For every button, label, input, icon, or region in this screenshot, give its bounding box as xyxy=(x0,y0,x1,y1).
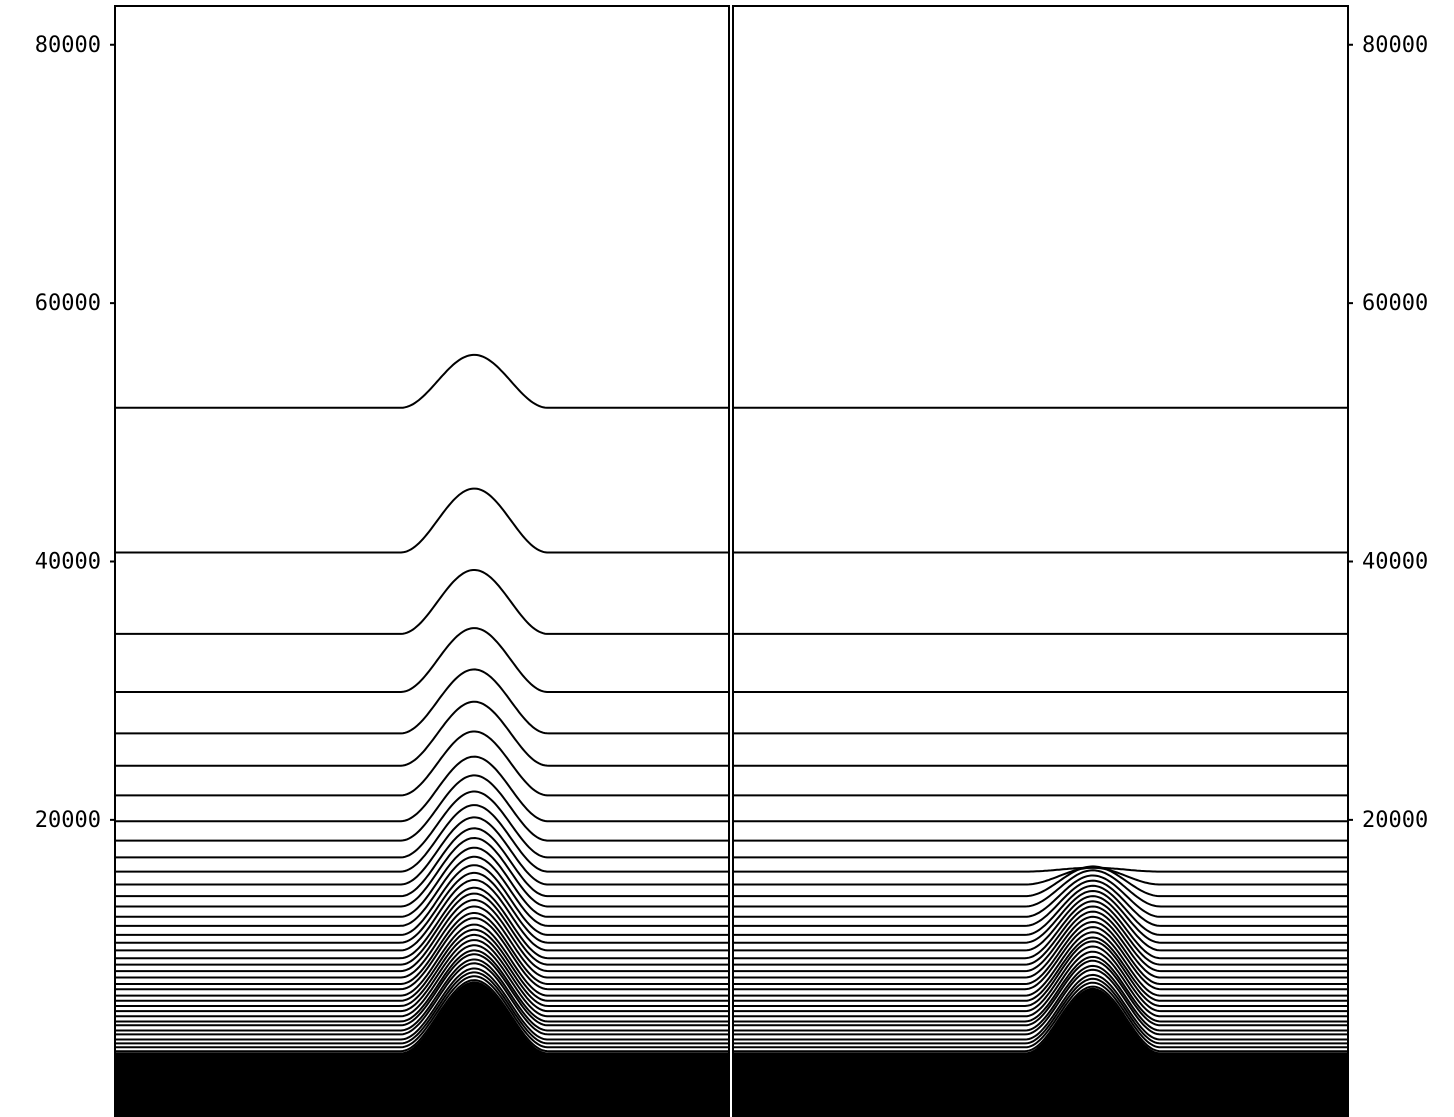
contour-line xyxy=(733,977,1347,1045)
contour-line xyxy=(115,975,729,1049)
contour-line xyxy=(115,944,729,1018)
contour-line xyxy=(733,945,1347,1013)
contour-line xyxy=(733,959,1347,1027)
contour-line xyxy=(733,1004,1347,1072)
contour-line xyxy=(733,889,1347,944)
contour-line xyxy=(733,981,1347,1049)
y-tick-label: 60000 xyxy=(35,291,101,316)
contour-line xyxy=(115,953,729,1027)
contour-line xyxy=(115,827,729,898)
contour-line xyxy=(115,983,729,1056)
contour-line xyxy=(115,990,729,1064)
contour-line xyxy=(115,668,729,735)
contour-line xyxy=(733,905,1347,966)
contour-line xyxy=(733,936,1347,1002)
right-y-axis: 20000 40000 60000 80000 xyxy=(1348,33,1428,833)
y-tick-label: 40000 xyxy=(35,550,101,575)
contour-line xyxy=(115,755,729,823)
contour-line xyxy=(115,958,729,1032)
contour-line xyxy=(733,866,1347,886)
contour-line xyxy=(115,905,729,979)
contour-line xyxy=(115,790,729,859)
y-tick-label: 20000 xyxy=(35,808,101,833)
contour-line xyxy=(115,871,729,944)
right-plot-area xyxy=(733,406,1348,1117)
y-tick-label: 60000 xyxy=(1362,291,1428,316)
contour-line xyxy=(733,968,1347,1036)
left-plot-area xyxy=(115,353,729,1117)
contour-line xyxy=(115,569,729,635)
contour-line xyxy=(115,879,729,952)
contour-line xyxy=(115,804,729,873)
left-panel: 20000 40000 60000 80000 xyxy=(35,5,730,1117)
contour-line xyxy=(733,964,1347,1032)
contour-line xyxy=(115,962,729,1036)
contour-line xyxy=(733,910,1347,973)
contour-line xyxy=(733,950,1347,1018)
left-y-axis: 20000 40000 60000 80000 xyxy=(35,33,115,833)
contour-line xyxy=(733,915,1347,979)
contour-line xyxy=(733,993,1347,1060)
contour-line xyxy=(733,955,1347,1023)
contour-line xyxy=(733,926,1347,991)
contour-line xyxy=(733,931,1347,997)
y-tick-label: 80000 xyxy=(35,33,101,58)
contour-line xyxy=(115,933,729,1007)
contour-line xyxy=(115,864,729,936)
contour-line xyxy=(115,917,729,991)
contour-line xyxy=(115,487,729,554)
contour-line xyxy=(733,1001,1347,1068)
contour-line xyxy=(115,774,729,842)
contour-line xyxy=(733,989,1347,1056)
y-tick-label: 80000 xyxy=(1362,33,1428,58)
contour-line xyxy=(115,923,729,997)
right-panel-frame xyxy=(732,5,1349,1117)
contour-line xyxy=(115,979,729,1053)
left-panel-frame xyxy=(114,5,730,1117)
contour-line xyxy=(733,985,1347,1053)
contour-line xyxy=(115,986,729,1060)
contour-line xyxy=(115,971,729,1045)
contour-line xyxy=(115,912,729,985)
contour-line xyxy=(115,898,729,973)
contour-line xyxy=(115,994,729,1068)
contour-line xyxy=(115,836,729,908)
terrain-base-fill xyxy=(733,987,1348,1117)
contour-line xyxy=(733,973,1347,1041)
contour-line xyxy=(115,846,729,918)
contour-line xyxy=(733,920,1347,985)
contour-line xyxy=(733,866,1347,873)
y-tick-label: 20000 xyxy=(1362,808,1428,833)
contour-line xyxy=(115,353,729,409)
contour-line xyxy=(115,967,729,1041)
contour-line xyxy=(733,879,1347,927)
contour-line xyxy=(115,700,729,767)
y-tick-label: 40000 xyxy=(1362,550,1428,575)
contour-line xyxy=(733,895,1347,952)
contour-line xyxy=(115,892,729,966)
contour-line xyxy=(733,940,1347,1007)
contour-line xyxy=(115,998,729,1072)
contour-line xyxy=(733,865,1347,898)
contour-line xyxy=(115,855,729,927)
right-panel: 20000 40000 60000 80000 xyxy=(732,5,1428,1117)
contour-line xyxy=(115,886,729,960)
contour-line xyxy=(115,816,729,886)
contour-line xyxy=(115,627,729,693)
contour-line xyxy=(115,949,729,1023)
contour-line xyxy=(115,928,729,1002)
contour-line xyxy=(733,900,1347,960)
contour-line xyxy=(733,997,1347,1064)
contour-line xyxy=(115,939,729,1013)
contour-line xyxy=(733,874,1347,918)
contour-line xyxy=(733,869,1347,908)
contour-line xyxy=(733,884,1347,936)
contour-line xyxy=(115,730,729,797)
